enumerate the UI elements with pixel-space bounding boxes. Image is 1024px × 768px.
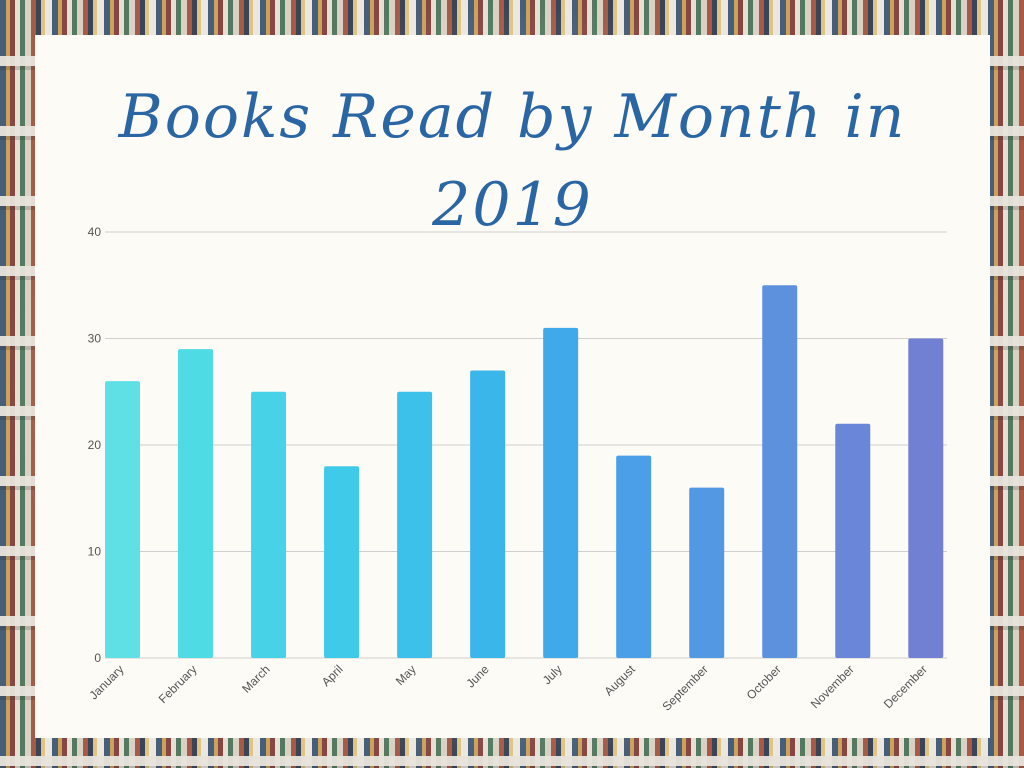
x-label-october: October [744,662,784,702]
bar-february [178,349,214,658]
x-axis-labels: January February March April May June July Augu… [87,662,930,714]
y-tick-label: 20 [88,438,102,452]
x-label-december: December [881,662,930,711]
bars [105,285,944,658]
bar-august [616,455,652,658]
x-label-september: September [659,662,710,713]
chart-title: Books Read by Month in 2019 [118,82,907,240]
x-label-may: May [393,662,419,688]
bar-march [251,391,287,658]
y-tick-label: 40 [88,225,102,239]
x-label-april: April [319,662,346,689]
bar-june [470,370,506,658]
bar-december [908,338,944,658]
x-label-november: November [808,662,857,711]
bar-april [324,466,360,658]
y-axis-ticks: 0 10 20 30 40 [88,225,102,665]
x-label-february: February [156,662,200,706]
x-label-august: August [601,662,638,699]
x-label-march: March [239,662,272,695]
gridlines [105,231,947,659]
bar-may [397,391,433,658]
x-label-january: January [87,662,127,702]
x-label-july: July [540,662,565,687]
bar-july [543,327,579,658]
x-label-june: June [463,662,492,691]
bar-november [835,423,871,658]
bar-january [105,381,140,658]
y-tick-label: 10 [88,545,102,559]
y-tick-label: 30 [88,332,102,346]
y-tick-label: 0 [94,651,101,665]
bar-september [689,487,725,658]
bar-october [762,285,798,658]
